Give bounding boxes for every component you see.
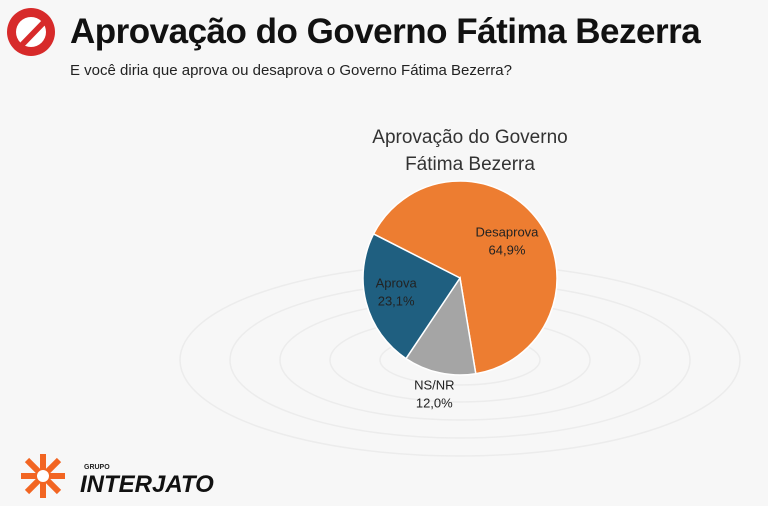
logo-group: GRUPO	[84, 464, 110, 471]
chart-title: Aprovação do Governo Fátima Bezerra	[372, 127, 568, 175]
logo-name: INTERJATO	[80, 471, 214, 498]
slice-value: 12,0%	[416, 395, 453, 410]
pie-slice	[362, 232, 462, 360]
slice-value: 23,1%	[378, 294, 415, 309]
slice-label: Desaprova	[476, 225, 540, 240]
pie-slice	[372, 180, 558, 375]
logo-icon	[7, 8, 65, 498]
slice-value: 64,9%	[489, 243, 526, 258]
slice-label: NS/NR	[414, 377, 454, 392]
page-subtitle: E você diria que aprova ou desaprova o G…	[70, 62, 512, 79]
page-title: Aprovação do Governo Fátima Bezerra	[70, 12, 701, 51]
pie-slice	[404, 276, 477, 376]
slice-label: Aprova	[376, 276, 418, 291]
